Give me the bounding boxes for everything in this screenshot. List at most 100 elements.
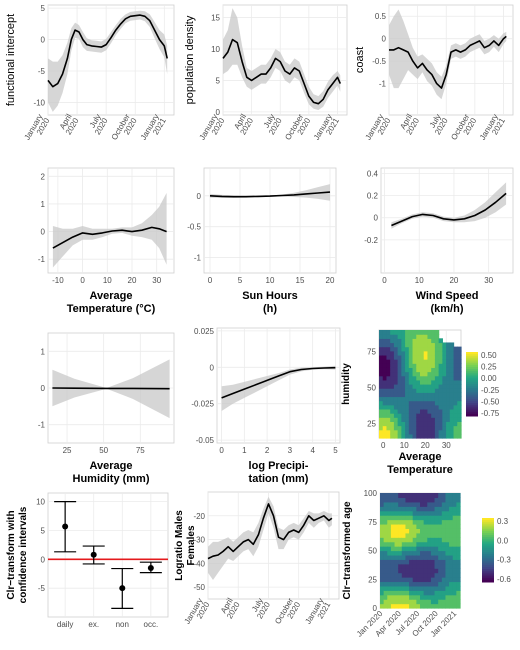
heat-cell [441,497,447,503]
heat-cell [420,506,425,512]
heat-cell [441,563,447,569]
heat-cell [416,563,421,569]
x-tick-label: 30 [152,276,161,285]
heat-cell [382,354,388,360]
heat-cell [423,523,428,529]
heat-cell [416,400,421,406]
heat-cell [420,599,425,605]
heat-cell [456,537,461,543]
heat-cell [393,334,399,339]
colorbar-segment [466,375,478,379]
heat-cell [423,554,428,560]
heat-cell [438,379,443,385]
heat-cell [382,404,388,410]
heat-cell [449,363,455,368]
heat-cell [434,346,440,352]
heat-cell [438,384,443,389]
heat-cell [397,384,402,389]
heat-cell [408,404,414,410]
heat-cell [438,413,443,418]
heat-cell [423,408,429,414]
heat-cell [423,330,429,335]
heat-cell [412,342,417,348]
heat-cell [383,497,388,503]
heat-cell [423,497,428,503]
heat-cell [449,421,455,427]
y-tick-label: 5 [41,526,46,535]
heat-cell [438,417,443,422]
heat-cell [423,417,429,422]
colorbar-label: 0.3 [497,517,509,526]
heat-cell [386,417,391,422]
heat-cell [412,493,417,499]
heat-cell [445,581,450,587]
heat-cell [398,532,403,538]
heat-cell [398,510,403,516]
colorbar-segment [466,362,478,366]
heat-cell [401,363,406,368]
heat-cell [386,375,391,381]
y-axis-label: coast [354,47,366,73]
heat-cell [446,342,451,348]
heat-cell [382,379,388,385]
heat-cell [412,392,417,398]
heat-cell [446,379,451,385]
heat-cell [401,528,407,534]
colorbar-segment [482,562,494,566]
heat-cell [441,523,447,529]
heat-cell [382,396,388,402]
heat-cell [427,392,432,398]
heat-cell [416,532,421,538]
heat-cell [394,594,399,600]
heat-cell [427,532,432,538]
heat-cell [431,396,436,402]
heat-cell [434,559,439,565]
heat-cell [427,354,432,360]
heat-cell [401,497,407,503]
heat-cell [452,559,457,565]
heat-cell [379,417,384,422]
heat-cell [423,559,428,565]
heat-cell [420,417,425,422]
heat-cell [445,519,450,525]
heat-cell [441,532,447,538]
y-tick-label: 0 [41,384,46,393]
heat-cell [442,417,447,422]
heat-cell [423,429,429,435]
heat-cell [453,421,458,427]
heat-cell [405,577,410,583]
y-tick-label: -5 [38,584,46,593]
heat-cell [416,425,421,431]
y-axis-label: Clr−transform with [6,510,17,599]
heat-cell [452,563,457,569]
y-tick-label: -20 [193,512,205,521]
heat-cell [452,581,457,587]
heat-cell [449,599,454,605]
heat-cell [412,599,417,605]
heat-cell [405,354,410,360]
heat-cell [431,433,436,439]
heat-cell [412,359,417,364]
heat-cell [412,350,417,356]
heat-cell [423,581,428,587]
x-tick-label: 0 [219,446,224,455]
heat-cell [427,425,432,431]
heat-cell [453,404,458,410]
heat-cell [445,599,450,605]
heat-cell [438,346,443,352]
heat-cell [446,371,451,377]
colorbar-segment [482,577,494,581]
heat-cell [409,546,414,552]
heat-cell [438,572,443,578]
heat-cell [445,577,450,583]
colorbar-segment [466,390,478,394]
heat-cell [423,342,429,348]
heat-cell [416,550,421,556]
heat-cell [420,384,425,389]
heat-cell [386,413,391,418]
x-tick-label: daily [57,620,73,629]
heat-cell [449,528,454,534]
